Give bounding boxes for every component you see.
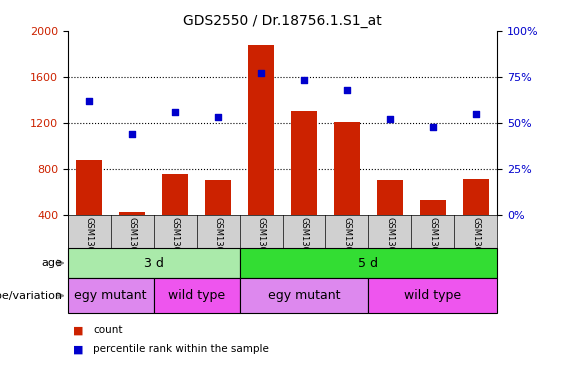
Text: egy mutant: egy mutant	[268, 289, 340, 302]
Bar	[68, 278, 154, 313]
Text: GSM130393: GSM130393	[128, 217, 137, 268]
Bar	[377, 180, 403, 261]
Bar	[368, 278, 497, 313]
Bar	[68, 248, 240, 278]
Point	[428, 124, 437, 130]
Bar	[154, 278, 240, 313]
Text: percentile rank within the sample: percentile rank within the sample	[93, 344, 269, 354]
Point	[214, 114, 223, 121]
Bar	[240, 248, 497, 278]
Point	[85, 98, 94, 104]
Text: GSM130398: GSM130398	[428, 217, 437, 268]
Point	[257, 70, 266, 76]
Bar	[205, 180, 231, 261]
Bar	[463, 179, 489, 261]
Point	[471, 111, 480, 117]
Bar	[119, 212, 145, 261]
Text: wild type: wild type	[168, 289, 225, 302]
Text: GSM130397: GSM130397	[299, 217, 308, 268]
Text: wild type: wild type	[404, 289, 462, 302]
Text: 3 d: 3 d	[144, 257, 164, 270]
Text: ■: ■	[73, 325, 84, 335]
Bar	[420, 200, 446, 261]
Text: GSM130400: GSM130400	[471, 217, 480, 267]
Text: age: age	[41, 258, 62, 268]
Point	[171, 109, 180, 115]
Bar	[76, 160, 102, 261]
Bar	[162, 174, 188, 261]
Bar	[240, 278, 368, 313]
Text: 5 d: 5 d	[358, 257, 379, 270]
Bar	[248, 45, 274, 261]
Text: GSM130392: GSM130392	[171, 217, 180, 267]
Text: ■: ■	[73, 344, 84, 354]
Point	[299, 78, 308, 84]
Text: count: count	[93, 325, 123, 335]
Text: GSM130399: GSM130399	[342, 217, 351, 267]
Text: GSM130391: GSM130391	[85, 217, 94, 267]
Text: GSM130396: GSM130396	[385, 217, 394, 268]
Title: GDS2550 / Dr.18756.1.S1_at: GDS2550 / Dr.18756.1.S1_at	[183, 14, 382, 28]
Point	[128, 131, 137, 137]
Bar	[334, 122, 360, 261]
Text: genotype/variation: genotype/variation	[0, 291, 62, 301]
Point	[385, 116, 394, 122]
Bar	[291, 111, 317, 261]
Text: GSM130394: GSM130394	[214, 217, 223, 267]
Text: egy mutant: egy mutant	[75, 289, 147, 302]
Text: GSM130395: GSM130395	[257, 217, 266, 267]
Point	[342, 87, 351, 93]
